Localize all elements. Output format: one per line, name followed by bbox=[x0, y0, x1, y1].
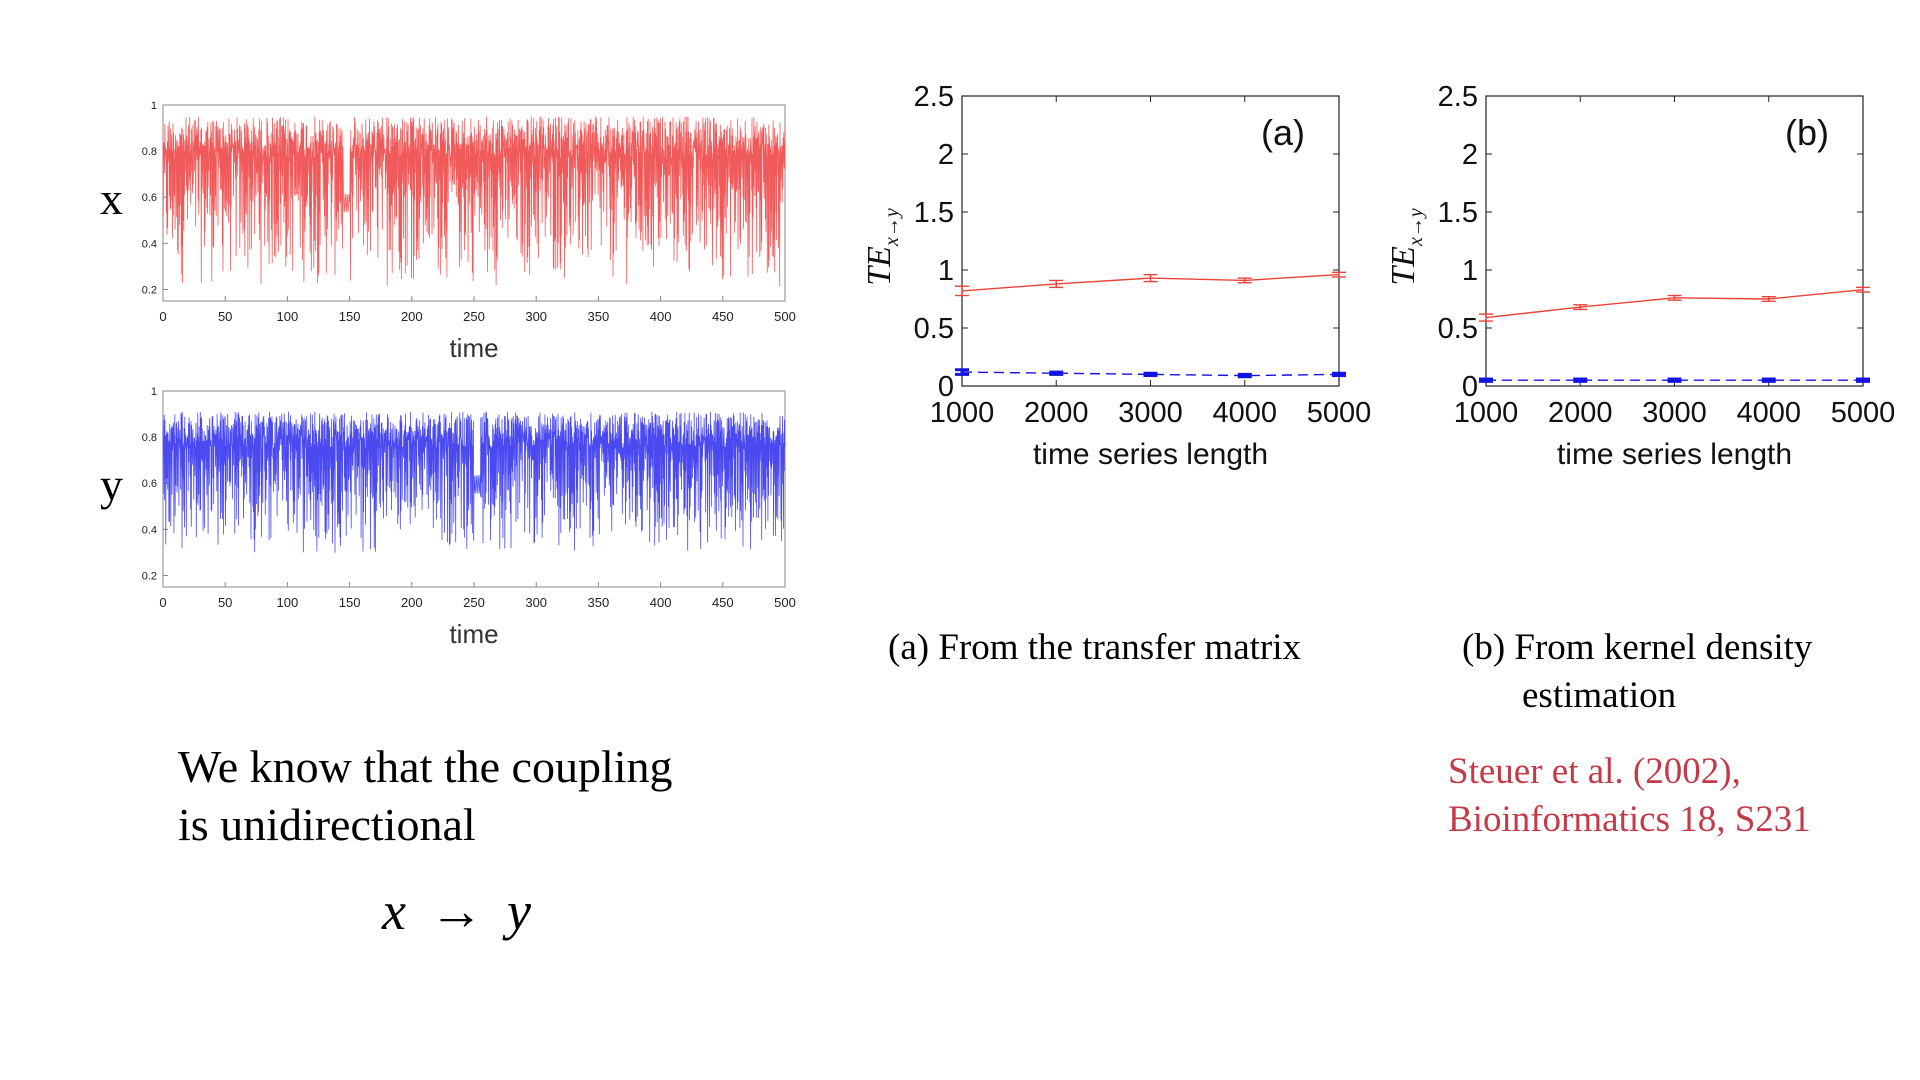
x-axis-label: time series length bbox=[1557, 438, 1792, 471]
y-axis-label-main: TE bbox=[861, 246, 898, 286]
y-tick-label: 2.5 bbox=[1438, 81, 1478, 113]
x-tick-label: 0 bbox=[159, 309, 166, 324]
series-line-0 bbox=[1485, 289, 1864, 319]
y-axis-label-sub: x→y bbox=[881, 208, 903, 247]
y-series-label: y bbox=[100, 459, 123, 510]
y-tick-label: 0 bbox=[938, 371, 954, 403]
x-tick-label: 2000 bbox=[1548, 397, 1613, 429]
x-tick-label: 400 bbox=[650, 595, 672, 610]
citation-line2: Bioinformatics 18, S231 bbox=[1448, 799, 1811, 840]
y-tick-label: 0.8 bbox=[142, 146, 157, 158]
x-tick-label: 450 bbox=[712, 595, 734, 610]
x-tick-label: 250 bbox=[463, 309, 485, 324]
series-line bbox=[162, 411, 786, 553]
caption-b-line1: (b) From kernel density bbox=[1462, 627, 1813, 668]
x-tick-label: 500 bbox=[774, 595, 796, 610]
x-tick-label: 350 bbox=[588, 595, 610, 610]
x-tick-label: 50 bbox=[218, 595, 232, 610]
series-line bbox=[162, 116, 786, 287]
caption-a: (a) From the transfer matrix bbox=[888, 627, 1302, 668]
x-axis-label: time series length bbox=[1033, 438, 1268, 471]
y-tick-label: 0.2 bbox=[142, 570, 157, 582]
x-axis-label: time bbox=[449, 333, 498, 363]
y-tick-label: 1.5 bbox=[914, 197, 954, 229]
y-tick-label: 0.2 bbox=[142, 284, 157, 296]
y-tick-label: 2 bbox=[938, 139, 954, 171]
x-tick-label: 400 bbox=[650, 309, 672, 324]
x-tick-label: 200 bbox=[401, 309, 423, 324]
y-axis-label: TEx→y bbox=[1385, 208, 1427, 286]
statement-line1: We know that the coupling bbox=[178, 741, 673, 792]
y-tick-label: 1 bbox=[151, 386, 157, 398]
y-axis-label-main: TE bbox=[1385, 246, 1422, 286]
y-tick-label: 1 bbox=[151, 100, 157, 112]
y-tick-label: 2.5 bbox=[914, 81, 954, 113]
x-tick-label: 450 bbox=[712, 309, 734, 324]
coupling-formula: x → y bbox=[382, 880, 531, 942]
y-tick-label: 0 bbox=[1462, 371, 1478, 403]
y-tick-label: 0.4 bbox=[142, 238, 157, 250]
y-tick-label: 0.6 bbox=[142, 192, 157, 204]
x-tick-label: 350 bbox=[588, 309, 610, 324]
x-tick-label: 4000 bbox=[1212, 397, 1277, 429]
x-tick-label: 2000 bbox=[1024, 397, 1089, 429]
x-axis-label: time bbox=[449, 619, 498, 649]
y-tick-label: 2 bbox=[1462, 139, 1478, 171]
x-tick-label: 50 bbox=[218, 309, 232, 324]
y-axis-label: TEx→y bbox=[861, 208, 903, 286]
x-tick-label: 1000 bbox=[930, 397, 995, 429]
x-tick-label: 300 bbox=[525, 309, 547, 324]
x-tick-label: 500 bbox=[774, 309, 796, 324]
y-tick-label: 0.5 bbox=[914, 313, 954, 345]
x-tick-label: 5000 bbox=[1307, 397, 1372, 429]
x-tick-label: 150 bbox=[339, 595, 361, 610]
y-tick-label: 0.5 bbox=[1438, 313, 1478, 345]
y-axis-label-sub: x→y bbox=[1405, 208, 1427, 247]
x-tick-label: 150 bbox=[339, 309, 361, 324]
x-tick-label: 3000 bbox=[1118, 397, 1183, 429]
panel-label: (b) bbox=[1785, 112, 1829, 153]
y-tick-label: 0.8 bbox=[142, 432, 157, 444]
x-tick-label: 100 bbox=[277, 309, 299, 324]
x-series-label: x bbox=[100, 173, 123, 224]
x-tick-label: 100 bbox=[277, 595, 299, 610]
formula-arrow: → bbox=[429, 881, 484, 941]
x-tick-label: 0 bbox=[159, 595, 166, 610]
y-tick-label: 0.6 bbox=[142, 478, 157, 490]
statement-line2: is unidirectional bbox=[178, 799, 476, 850]
formula-lhs: x bbox=[382, 881, 406, 941]
citation-line1: Steuer et al. (2002), bbox=[1448, 751, 1741, 792]
panel-label: (a) bbox=[1261, 112, 1305, 153]
y-tick-label: 1.5 bbox=[1438, 197, 1478, 229]
x-tick-label: 3000 bbox=[1642, 397, 1707, 429]
y-tick-label: 1 bbox=[938, 255, 954, 287]
x-tick-label: 300 bbox=[525, 595, 547, 610]
y-tick-label: 0.4 bbox=[142, 524, 157, 536]
formula-rhs: y bbox=[506, 881, 531, 941]
x-tick-label: 200 bbox=[401, 595, 423, 610]
x-tick-label: 4000 bbox=[1736, 397, 1801, 429]
y-tick-label: 1 bbox=[1462, 255, 1478, 287]
x-tick-label: 250 bbox=[463, 595, 485, 610]
caption-b-line2: estimation bbox=[1522, 675, 1677, 716]
x-tick-label: 1000 bbox=[1454, 397, 1519, 429]
x-tick-label: 5000 bbox=[1831, 397, 1896, 429]
